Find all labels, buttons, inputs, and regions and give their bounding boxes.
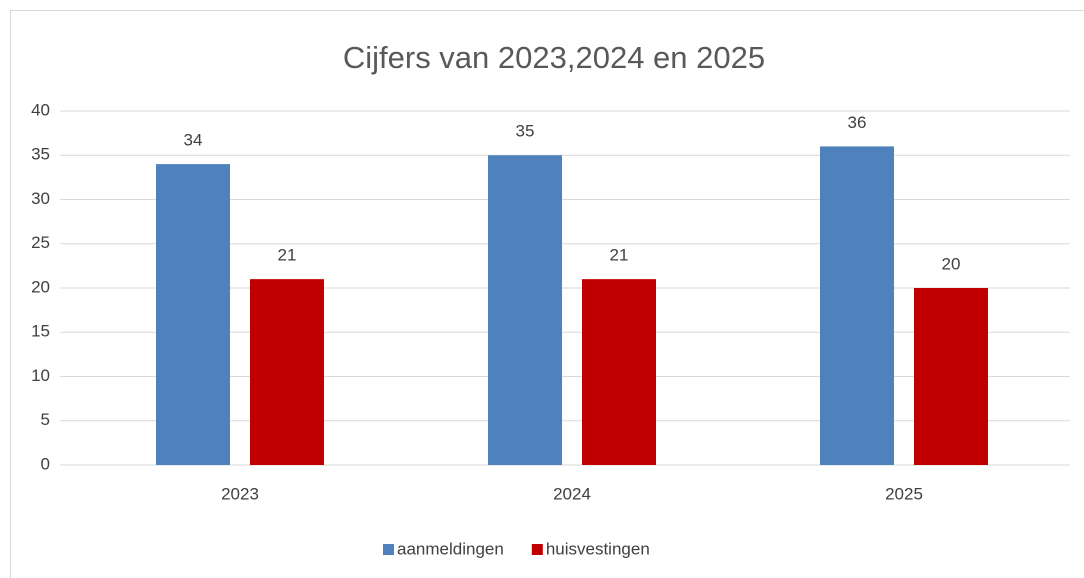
data-label: 35	[516, 122, 535, 141]
x-tick-label: 2024	[553, 484, 591, 503]
legend-label: huisvestingen	[546, 539, 650, 558]
y-tick-label: 25	[31, 233, 50, 252]
legend-swatch	[531, 544, 543, 555]
y-tick-label: 0	[41, 454, 50, 473]
bar	[156, 164, 230, 465]
data-label: 34	[184, 131, 203, 150]
y-tick-label: 15	[31, 322, 50, 341]
data-label: 20	[942, 254, 961, 273]
legend-label: aanmeldingen	[397, 539, 504, 558]
bar	[914, 288, 988, 465]
data-label: 21	[278, 246, 297, 265]
bar	[582, 279, 656, 465]
bar	[820, 146, 894, 465]
data-label: 36	[848, 113, 867, 132]
y-tick-label: 30	[31, 189, 50, 208]
data-label: 21	[610, 246, 629, 265]
x-tick-label: 2023	[221, 484, 259, 503]
y-tick-label: 20	[31, 277, 50, 296]
y-tick-label: 5	[41, 410, 50, 429]
bar	[488, 155, 562, 465]
chart-title: Cijfers van 2023,2024 en 2025	[343, 40, 765, 75]
legend-swatch	[383, 544, 394, 555]
y-tick-label: 40	[31, 100, 50, 119]
y-tick-label: 35	[31, 145, 50, 164]
x-tick-label: 2025	[885, 484, 923, 503]
y-tick-label: 10	[31, 366, 50, 385]
bar	[250, 279, 324, 465]
